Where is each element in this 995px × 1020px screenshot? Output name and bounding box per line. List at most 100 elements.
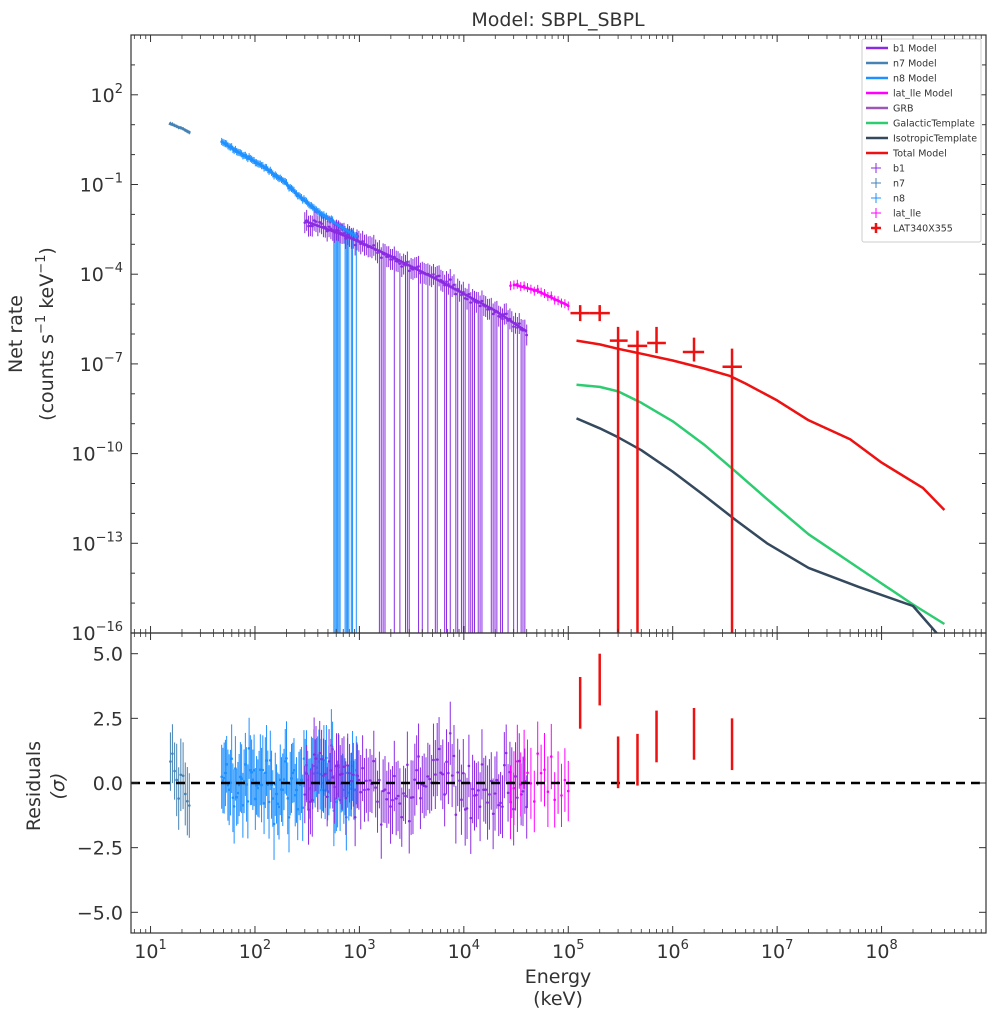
b1-point <box>469 301 473 304</box>
legend-label: lat_lle Model <box>893 89 953 100</box>
x-tick-exp: 2 <box>263 938 271 953</box>
res-y-tick-label: 0.0 <box>93 773 123 795</box>
b1-residual-series <box>303 701 529 859</box>
n8-residual-point <box>237 783 241 787</box>
x-axis-units: (keV) <box>533 988 583 1010</box>
b1-residual-point <box>450 774 454 777</box>
b1-residual-point <box>305 772 308 775</box>
b1-point <box>417 265 420 268</box>
n8-residual-point <box>241 803 245 807</box>
n8-residual-point <box>291 771 295 775</box>
lat_lle-residual-point <box>509 800 512 804</box>
x-tick-exp: 5 <box>576 938 584 953</box>
n7-residual-point <box>187 804 191 807</box>
x-tick-base: 10 <box>552 941 576 963</box>
y-tick-base: 10 <box>80 354 104 376</box>
lat_lle-residual-point <box>533 800 536 803</box>
n8-residual-point <box>224 771 227 775</box>
legend-label: n7 Model <box>893 59 937 70</box>
y-tick-exp: 2 <box>115 82 123 97</box>
n8-residual-point <box>222 776 226 780</box>
lat_lle-residual-point <box>526 771 529 775</box>
n8-residual-point <box>244 763 247 766</box>
legend-box <box>861 38 982 243</box>
b1-residual-point <box>381 789 385 793</box>
b1-residual-point <box>521 790 525 793</box>
b1-residual-point <box>489 779 493 783</box>
n8-residual-point <box>285 757 288 760</box>
b1-residual-point <box>504 751 508 755</box>
b1-residual-point <box>447 771 450 775</box>
legend: b1 Model n7 Model n8 Model lat_lle Model GRB… <box>861 38 982 243</box>
x-tick-exp: 1 <box>158 938 166 953</box>
x-tick-exp: 4 <box>472 938 480 953</box>
b1-residual-point <box>486 801 489 804</box>
n7-residual-point <box>186 799 189 803</box>
b1-residual-point <box>501 805 504 808</box>
b1-model-line <box>304 219 528 333</box>
n8-residual-point <box>249 768 252 772</box>
b1-residual-point <box>495 778 499 782</box>
b1-residual-point <box>475 793 478 797</box>
b1-residual-point <box>484 788 487 792</box>
legend-label: Total Model <box>892 149 947 160</box>
b1-point <box>337 229 340 233</box>
y-tick-label: 10−7 <box>80 351 123 376</box>
b1-residual-point <box>426 775 430 778</box>
x-tick-exp: 8 <box>890 938 898 953</box>
b1-residual-point <box>411 795 415 799</box>
b1-point <box>400 265 404 268</box>
b1-residual-point <box>415 768 418 772</box>
b1-residual-point <box>480 763 484 766</box>
b1-residual-point <box>525 805 529 809</box>
legend-label: b1 <box>893 164 905 175</box>
n8-residual-point <box>286 797 290 800</box>
y-tick-base: 10 <box>91 85 115 107</box>
b1-residual-point <box>350 779 353 783</box>
units-mid: keV <box>36 274 58 315</box>
x-tick-label: 105 <box>552 938 584 963</box>
lat_lle-residual-point <box>512 786 516 790</box>
b1-residual-point <box>346 764 349 767</box>
rate-panel-frame <box>130 34 987 634</box>
b1-residual-point <box>365 779 368 783</box>
residuals-y-label: Residuals <box>23 741 45 831</box>
b1-residual-point <box>368 779 372 782</box>
b1-residual-point <box>469 816 473 820</box>
b1-residual-point <box>460 798 463 802</box>
n7-residual-series <box>169 724 191 838</box>
x-tick-label: 104 <box>448 938 480 963</box>
b1-residual-point <box>413 778 417 781</box>
n8-residual-point <box>225 763 228 766</box>
b1-residual-point <box>439 771 443 775</box>
b1-residual-point <box>379 823 383 826</box>
n8-residual-point <box>262 802 266 805</box>
y-tick-exp: −7 <box>104 351 123 366</box>
legend-label: GRB <box>893 104 913 115</box>
b1-residual-point <box>514 775 517 778</box>
b1-point <box>480 299 484 303</box>
n7-residual-point <box>179 773 183 777</box>
b1-residual-point <box>329 769 333 772</box>
lat_lle-residual-point <box>563 778 567 782</box>
x-tick-exp: 3 <box>367 938 375 953</box>
chart-title: Model: SBPL_SBPL <box>471 9 645 31</box>
b1-residual-point <box>448 731 452 735</box>
b1-point <box>499 315 502 319</box>
n7-residual-point <box>169 760 172 763</box>
b1-residual-point <box>342 765 346 769</box>
b1-residual-point <box>310 798 314 802</box>
legend-label: n7 <box>893 179 905 190</box>
legend-label: n8 Model <box>893 74 937 85</box>
b1-residual-point <box>344 796 348 800</box>
b1-residual-point <box>351 773 355 777</box>
n8-residual-point <box>240 777 243 781</box>
b1-point <box>445 280 448 283</box>
units-exp-1: −1 <box>34 315 49 334</box>
b1-point <box>437 274 441 278</box>
b1-residual-point <box>307 808 310 811</box>
x-tick-exp: 6 <box>681 938 689 953</box>
n8-residual-point <box>247 747 251 750</box>
b1-point <box>327 225 331 229</box>
